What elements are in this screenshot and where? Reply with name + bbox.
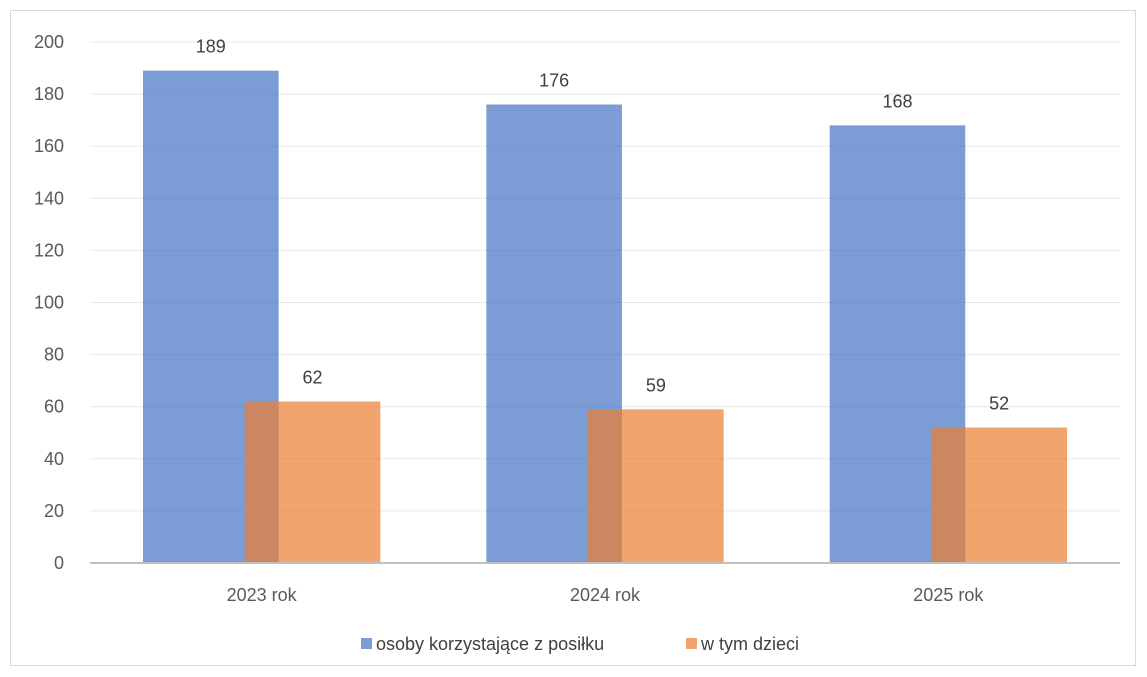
legend-label: w tym dzieci — [700, 634, 799, 654]
data-label: 189 — [196, 37, 226, 57]
y-tick-label: 0 — [54, 553, 64, 573]
data-label: 59 — [646, 375, 666, 395]
y-tick-label: 40 — [44, 449, 64, 469]
y-tick-label: 120 — [34, 240, 64, 260]
x-axis-categories: 2023 rok 2024 rok 2025 rok — [227, 585, 985, 605]
bar-dzieci-2 — [931, 427, 1067, 563]
x-category-label: 2024 rok — [570, 585, 641, 605]
bar-dzieci-0 — [244, 401, 381, 563]
y-tick-label: 200 — [34, 32, 64, 52]
y-tick-label: 180 — [34, 84, 64, 104]
bar-dzieci-1 — [588, 409, 724, 563]
y-tick-label: 100 — [34, 293, 64, 313]
bars — [143, 70, 1067, 564]
y-tick-label: 20 — [44, 501, 64, 521]
y-tick-label: 80 — [44, 345, 64, 365]
x-category-label: 2025 rok — [913, 585, 984, 605]
data-label: 62 — [303, 367, 323, 387]
legend: osoby korzystające z posiłku w tym dzieci — [361, 634, 799, 654]
data-label: 168 — [882, 91, 912, 111]
data-labels: 189 62 176 59 168 52 — [196, 37, 1009, 414]
legend-swatch — [686, 638, 697, 649]
legend-swatch — [361, 638, 372, 649]
data-label: 52 — [989, 394, 1009, 414]
data-label: 176 — [539, 71, 569, 91]
y-axis-ticks: 0 20 40 60 80 100 120 140 160 180 200 — [34, 32, 64, 573]
x-category-label: 2023 rok — [227, 585, 298, 605]
y-tick-label: 140 — [34, 188, 64, 208]
legend-label: osoby korzystające z posiłku — [376, 634, 604, 654]
y-tick-label: 60 — [44, 397, 64, 417]
y-tick-label: 160 — [34, 136, 64, 156]
